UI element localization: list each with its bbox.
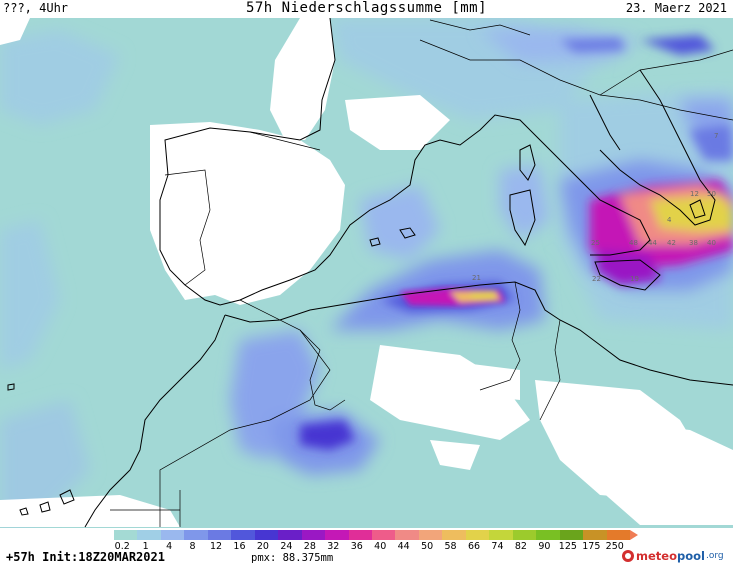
legend-swatch [583, 530, 607, 540]
legend-swatch [465, 530, 490, 540]
legend-swatch [114, 530, 138, 540]
legend-label: 50 [421, 541, 434, 552]
logo-text-pool: pool [676, 549, 705, 563]
legend-swatch [160, 530, 185, 540]
legend-label: 40 [374, 541, 387, 552]
legend-label: 4 [166, 541, 173, 552]
map-value-label: 44 [648, 239, 657, 247]
legend-label: 74 [491, 541, 504, 552]
legend-label: 66 [467, 541, 481, 552]
legend-swatch [278, 530, 302, 540]
header-date: 23. Maerz 2021 [625, 1, 727, 15]
logo-icon [622, 550, 634, 562]
map-value-label: 25 [591, 239, 600, 247]
dry-zones [0, 18, 733, 527]
max-precip-info: pmx: 88.375mm [251, 552, 334, 564]
legend-swatch [371, 530, 396, 540]
map-value-label: 21 [472, 274, 481, 282]
country-borders [110, 19, 733, 527]
coastlines [84, 18, 733, 528]
legend-swatch [348, 530, 372, 540]
legend-swatch [325, 530, 349, 540]
map-value-labels: 50 12 21 25 48 44 42 38 40 22 19 7 4 [472, 132, 718, 283]
legend-swatch [301, 530, 326, 540]
forecast-init-info: +57h Init:18Z20MAR2021 [6, 550, 165, 564]
small-islands [7, 383, 75, 516]
legend-swatch [606, 530, 630, 540]
legend-label: 12 [209, 541, 223, 552]
legend-label: 16 [233, 541, 246, 552]
legend-label: 125 [558, 541, 577, 552]
legend-label: 90 [538, 541, 551, 552]
legend-color-scale [114, 530, 630, 540]
legend-swatch [137, 530, 161, 540]
map-value-label: 40 [707, 239, 716, 247]
legend-swatch [559, 530, 584, 540]
legend-label: 32 [327, 541, 340, 552]
precip-peak-algeria [400, 288, 505, 306]
legend-swatch [395, 530, 419, 540]
map-value-label: 48 [629, 239, 638, 247]
legend-label: 20 [256, 541, 269, 552]
legend-swatch [512, 530, 537, 540]
meteopool-logo[interactable]: meteo pool .org [622, 548, 724, 564]
logo-text-org: .org [705, 551, 724, 561]
legend-swatch [442, 530, 466, 540]
legend-label: 175 [582, 541, 601, 552]
legend-labels: 0.2 1 4 8 12 16 20 24 28 32 36 40 44 50 58 66 74 82 90 125 1… [114, 541, 634, 553]
legend-label: 36 [350, 541, 363, 552]
map-value-label: 4 [667, 216, 672, 224]
legend-label: 0.2 [114, 541, 130, 552]
legend-label: 58 [444, 541, 457, 552]
map-title: 57h Niederschlagssumme [mm] [245, 0, 488, 16]
map-value-label: 50 [707, 190, 716, 198]
precipitation-map: 50 12 21 25 48 44 42 38 40 22 19 7 4 [0, 18, 733, 528]
legend-label: 82 [514, 541, 527, 552]
legend-max-arrow [630, 530, 638, 540]
legend-label: 250 [605, 541, 624, 552]
legend-label: 1 [142, 541, 149, 552]
legend-swatch [536, 530, 560, 540]
map-value-label: 12 [690, 190, 699, 198]
legend-label: 24 [280, 541, 293, 552]
legend-swatch [254, 530, 279, 540]
legend-label: 8 [189, 541, 196, 552]
logo-text-meteo: meteo [636, 549, 677, 563]
legend-label: 44 [397, 541, 410, 552]
map-value-label: 19 [630, 275, 639, 283]
map-value-label: 42 [667, 239, 676, 247]
legend-swatch [207, 530, 232, 540]
legend-swatch [184, 530, 208, 540]
legend-swatch [489, 530, 513, 540]
map-value-label: 22 [592, 275, 601, 283]
header-location-time: ???, 4Uhr [3, 1, 69, 15]
map-value-label: 7 [714, 132, 718, 140]
map-value-label: 38 [689, 239, 698, 247]
legend-swatch [418, 530, 443, 540]
legend-label: 28 [303, 541, 316, 552]
legend-swatch [231, 530, 255, 540]
